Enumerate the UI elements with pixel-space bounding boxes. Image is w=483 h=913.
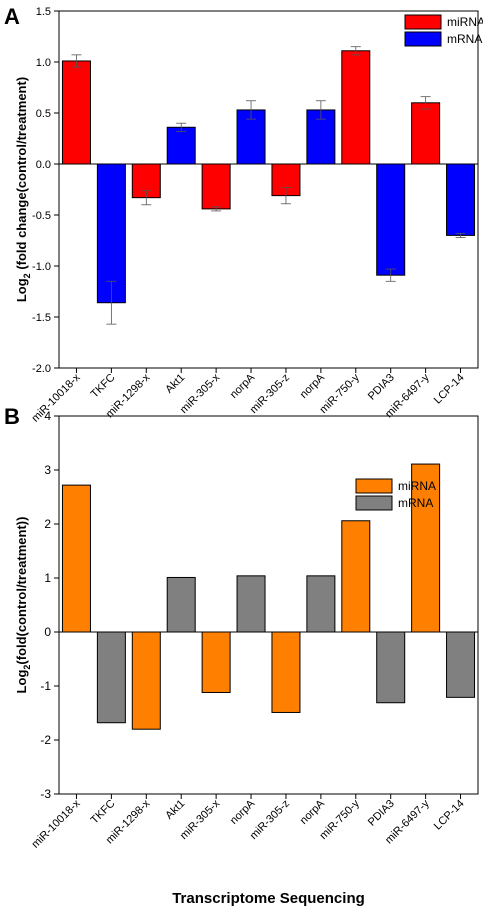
bar xyxy=(446,163,476,236)
bar xyxy=(61,484,91,633)
y-tick-label: -3 xyxy=(40,787,51,801)
y-tick-label: 0.0 xyxy=(36,159,51,171)
legend-label: miRNA xyxy=(447,15,483,29)
legend-label: miRNA xyxy=(398,479,436,493)
bar xyxy=(446,631,476,698)
bar xyxy=(341,520,371,633)
x-tick-label: norpA xyxy=(298,797,328,827)
y-tick-label: 4 xyxy=(44,409,51,423)
legend-swatch xyxy=(355,495,393,511)
y-tick-label: 1 xyxy=(44,571,51,585)
legend-swatch xyxy=(404,14,442,30)
x-tick-label: Akt1 xyxy=(163,372,187,396)
bar xyxy=(376,631,406,704)
y-axis-label-prefix: Log xyxy=(14,670,29,694)
panel-label-a: A xyxy=(4,4,20,29)
x-tick-label: LCP-14 xyxy=(432,798,467,833)
plot-frame xyxy=(58,10,479,369)
bar xyxy=(131,631,161,730)
bar xyxy=(411,463,441,633)
y-tick-label: 3 xyxy=(44,463,51,477)
y-axis-label: Log2 (fold change(control/treatment) xyxy=(14,77,32,302)
y-tick-label: -1.0 xyxy=(32,261,51,273)
x-tick-label: norpA xyxy=(228,371,258,401)
bar xyxy=(61,60,91,165)
y-axis-label: Log2(fold(control/treatment)) xyxy=(14,517,32,694)
bar xyxy=(376,163,406,276)
y-tick-label: 0 xyxy=(44,625,51,639)
x-tick-label: LCP-14 xyxy=(432,372,467,407)
plot-frame xyxy=(58,415,479,795)
y-axis-label-subscript: 2 xyxy=(22,665,32,670)
y-tick-label: -0.5 xyxy=(32,210,51,222)
bar xyxy=(96,163,126,304)
x-tick-label: miR-10018-x xyxy=(30,797,83,850)
bar xyxy=(271,631,301,713)
y-tick-label: -1 xyxy=(40,679,51,693)
y-tick-label: -2 xyxy=(40,733,51,747)
y-axis-label-prefix: Log xyxy=(14,278,29,302)
bar xyxy=(96,631,126,724)
y-tick-label: 1.0 xyxy=(36,57,51,69)
bar xyxy=(166,126,196,165)
legend-swatch xyxy=(404,31,442,47)
legend-label: mRNA xyxy=(398,496,433,510)
x-tick-label: TKFC xyxy=(89,798,118,827)
x-tick-label: norpA xyxy=(228,797,258,827)
bar xyxy=(201,163,231,210)
y-axis-label-subscript: 2 xyxy=(22,273,32,278)
x-tick-label: TKFC xyxy=(89,372,118,401)
panel-label-b: B xyxy=(4,404,20,429)
x-tick-label: PDIA3 xyxy=(366,372,397,403)
bar xyxy=(166,576,196,633)
y-tick-label: 1.5 xyxy=(36,6,51,18)
legend-swatch xyxy=(355,478,393,494)
y-axis-label-suffix: (fold change(control/treatment) xyxy=(14,77,29,273)
x-tick-label: Akt1 xyxy=(163,798,187,822)
y-tick-label: -1.5 xyxy=(32,312,51,324)
x-axis-label: Transcriptome Sequencing xyxy=(172,890,365,907)
bar xyxy=(201,631,231,693)
x-tick-label: PDIA3 xyxy=(366,798,397,829)
bar xyxy=(236,575,266,633)
y-tick-label: 2 xyxy=(44,517,51,531)
y-tick-label: 0.5 xyxy=(36,108,51,120)
x-tick-label: norpA xyxy=(298,371,328,401)
bar xyxy=(306,575,336,633)
legend-label: mRNA xyxy=(447,32,482,46)
bar xyxy=(411,102,441,165)
x-tick-label: miR-10018-x xyxy=(30,371,83,424)
y-axis-label-suffix: (fold(control/treatment)) xyxy=(14,517,29,665)
bar xyxy=(341,50,371,165)
y-tick-label: -2.0 xyxy=(32,363,51,375)
